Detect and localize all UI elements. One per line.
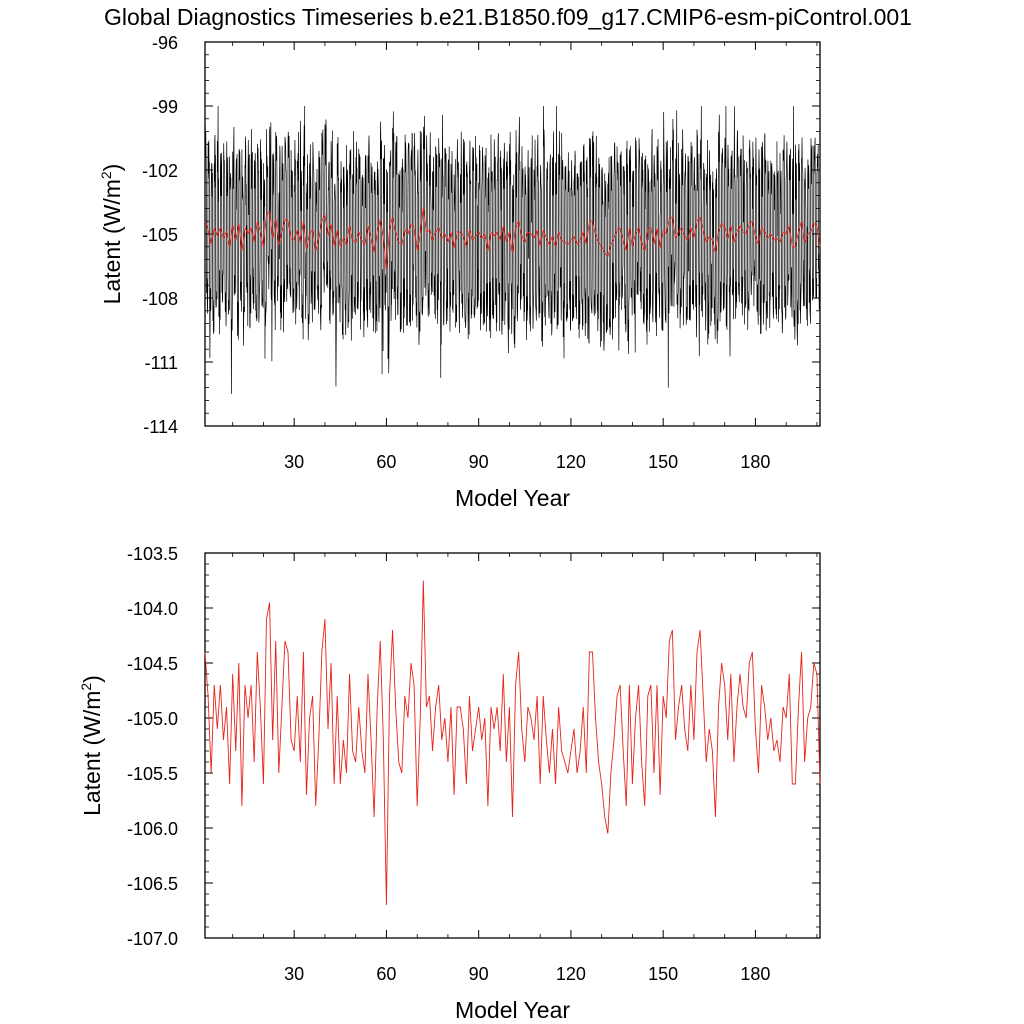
figure-title: Global Diagnostics Timeseries b.e21.B185… [104,4,912,30]
monthly-series-line [204,105,821,395]
y-tick-label: -104.5 [127,654,178,674]
x-tick-label: 150 [648,964,678,984]
top-timeseries-panel: 30 60 90 120 150 180 -96 -99 -102 -105 -108 -111 -11… [98,33,821,511]
y-tick-label: -108 [142,289,178,309]
y-tick-label: -106.5 [127,874,178,894]
y-tick-label: -96 [152,33,178,53]
y-tick-label: -107.0 [127,929,178,949]
y-axis-label: Latent (W/m2) [98,164,125,305]
x-tick-label: 120 [556,452,586,472]
annual-series-line [204,207,821,271]
plot-frame [204,552,821,939]
x-tick-label: 90 [469,452,489,472]
x-tick-label: 120 [556,964,586,984]
x-tick-label: 150 [648,452,678,472]
x-axis-label: Model Year [455,997,570,1023]
y-tick-label: -99 [152,97,178,117]
y-tick-label: -105.0 [127,709,178,729]
annual-series-line [204,580,821,906]
x-tick-label: 60 [376,964,396,984]
x-tick-label: 60 [376,452,396,472]
y-tick-label: -114 [143,417,178,437]
bottom-annual-panel: 30 60 90 120 150 180 -103.5 -104.0 -104.5 -105.0 -… [78,544,821,1023]
y-tick-label: -104.0 [127,599,178,619]
y-tick-label: -102 [142,161,178,181]
y-tick-label: -111 [145,353,178,373]
y-tick-label: -106.0 [127,819,178,839]
x-tick-label: 180 [740,452,770,472]
x-tick-label: 30 [284,964,304,984]
y-tick-label: -105.5 [127,764,178,784]
x-tick-label: 90 [469,964,489,984]
x-tick-label: 180 [740,964,770,984]
y-tick-label: -103.5 [127,544,178,564]
y-tick-label: -105 [142,225,178,245]
x-axis-label: Model Year [455,485,570,511]
x-tick-label: 30 [284,452,304,472]
y-axis-label: Latent (W/m2) [78,675,105,816]
